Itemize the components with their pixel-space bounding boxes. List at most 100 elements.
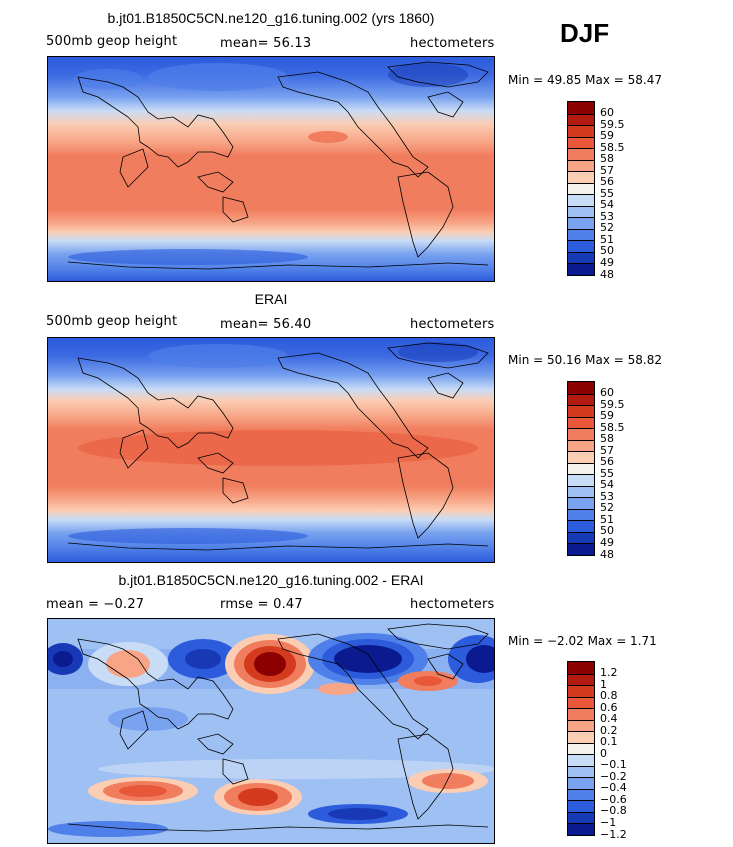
colorbar-label: −0.2 bbox=[600, 769, 627, 783]
colorbar-label: 58 bbox=[600, 432, 614, 446]
colorbar-label: −1.2 bbox=[600, 827, 627, 841]
panel-1-minmax: Min = 49.85 Max = 58.47 bbox=[508, 73, 662, 87]
colorbar-label: −0.6 bbox=[600, 792, 627, 806]
colorbar-label: 1 bbox=[600, 677, 607, 691]
colorbar-swatch bbox=[568, 451, 594, 463]
panel-1-mean-label: mean= 56.13 bbox=[220, 36, 312, 51]
colorbar-swatch bbox=[568, 823, 594, 835]
colorbar-label: 53 bbox=[600, 209, 614, 223]
colorbar-swatch bbox=[568, 788, 594, 801]
panel-2-mean-label: mean= 56.40 bbox=[220, 317, 312, 332]
colorbar-swatch bbox=[568, 462, 594, 475]
colorbar-swatch bbox=[568, 520, 594, 532]
colorbar-swatch bbox=[568, 673, 594, 686]
colorbar-swatch bbox=[568, 393, 594, 406]
panel-1-contour-field bbox=[48, 57, 494, 281]
colorbar-label: 58.5 bbox=[600, 420, 625, 434]
colorbar-swatch bbox=[568, 696, 594, 709]
colorbar-swatch bbox=[568, 194, 594, 206]
colorbar-label: 55 bbox=[600, 466, 614, 480]
colorbar-label: 49 bbox=[600, 535, 614, 549]
colorbar-label: 51 bbox=[600, 512, 614, 526]
colorbar-label: 57 bbox=[600, 443, 614, 457]
colorbar-label: 50 bbox=[600, 524, 614, 538]
colorbar-swatch bbox=[568, 228, 594, 241]
colorbar-label: 51 bbox=[600, 232, 614, 246]
colorbar-label: 54 bbox=[600, 478, 614, 492]
panel-3-title: b.jt01.B1850C5CN.ne120_g16.tuning.002 - … bbox=[118, 572, 424, 588]
colorbar-swatch bbox=[568, 136, 594, 149]
colorbar-swatch bbox=[568, 754, 594, 766]
colorbar-label: −0.8 bbox=[600, 804, 627, 818]
panel-3-minmax: Min = −2.02 Max = 1.71 bbox=[508, 634, 657, 648]
panel-3-units-label: hectometers bbox=[410, 597, 495, 612]
panel-3-colorbar bbox=[567, 661, 595, 836]
panel-2-units-label: hectometers bbox=[410, 317, 495, 332]
panel-1-colorbar bbox=[567, 101, 595, 276]
colorbar-label: −0.4 bbox=[600, 781, 627, 795]
colorbar-swatch bbox=[568, 543, 594, 555]
colorbar-label: 52 bbox=[600, 221, 614, 235]
colorbar-swatch bbox=[568, 708, 594, 720]
colorbar-label: 0.8 bbox=[600, 689, 618, 703]
colorbar-label: 48 bbox=[600, 267, 614, 281]
colorbar-swatch bbox=[568, 405, 594, 417]
colorbar-swatch bbox=[568, 508, 594, 521]
colorbar-swatch bbox=[568, 102, 594, 114]
colorbar-swatch bbox=[568, 719, 594, 732]
colorbar-label: 57 bbox=[600, 163, 614, 177]
colorbar-swatch bbox=[568, 474, 594, 486]
panel-1-units-label: hectometers bbox=[410, 36, 495, 51]
colorbar-swatch bbox=[568, 742, 594, 755]
colorbar-label: 0.6 bbox=[600, 700, 618, 714]
colorbar-swatch bbox=[568, 205, 594, 218]
colorbar-label: 0.1 bbox=[600, 735, 618, 749]
colorbar-label: 60 bbox=[600, 386, 614, 400]
colorbar-label: 50 bbox=[600, 244, 614, 258]
panel-2-variable-label: 500mb geop height bbox=[46, 314, 178, 329]
colorbar-label: 48 bbox=[600, 547, 614, 561]
colorbar-swatch bbox=[568, 159, 594, 172]
colorbar-label: 56 bbox=[600, 455, 614, 469]
colorbar-label: 1.2 bbox=[600, 666, 618, 680]
colorbar-label: 49 bbox=[600, 255, 614, 269]
panel-2-title: ERAI bbox=[254, 291, 288, 307]
colorbar-swatch bbox=[568, 416, 594, 429]
colorbar-swatch bbox=[568, 182, 594, 195]
colorbar-swatch bbox=[568, 765, 594, 778]
season-label: DJF bbox=[560, 18, 610, 48]
colorbar-swatch bbox=[568, 240, 594, 252]
colorbar-label: 55 bbox=[600, 186, 614, 200]
colorbar-swatch bbox=[568, 497, 594, 509]
colorbar-label: 59.5 bbox=[600, 117, 625, 131]
panel-2-contour-field bbox=[48, 338, 494, 562]
colorbar-swatch bbox=[568, 485, 594, 498]
panel-3-coastlines bbox=[67, 623, 489, 832]
colorbar-swatch bbox=[568, 171, 594, 183]
colorbar-label: 0 bbox=[600, 746, 607, 760]
colorbar-label: 60 bbox=[600, 106, 614, 120]
colorbar-swatch bbox=[568, 113, 594, 126]
colorbar-label: 54 bbox=[600, 198, 614, 212]
colorbar-swatch bbox=[568, 263, 594, 275]
colorbar-label: 58 bbox=[600, 152, 614, 166]
colorbar-label: 59.5 bbox=[600, 397, 625, 411]
colorbar-label: 53 bbox=[600, 489, 614, 503]
panel-1-coastlines bbox=[67, 61, 489, 270]
panel-3-map bbox=[47, 618, 495, 844]
colorbar-label: 52 bbox=[600, 501, 614, 515]
colorbar-swatch bbox=[568, 777, 594, 789]
colorbar-swatch bbox=[568, 731, 594, 743]
colorbar-label: 58.5 bbox=[600, 140, 625, 154]
colorbar-swatch bbox=[568, 685, 594, 697]
colorbar-swatch bbox=[568, 251, 594, 264]
panel-2-coastlines bbox=[67, 342, 489, 551]
panel-3-contour-field bbox=[48, 619, 494, 843]
colorbar-swatch bbox=[568, 382, 594, 394]
colorbar-label: 56 bbox=[600, 175, 614, 189]
panel-2-colorbar bbox=[567, 381, 595, 556]
colorbar-swatch bbox=[568, 811, 594, 824]
colorbar-swatch bbox=[568, 217, 594, 229]
colorbar-swatch bbox=[568, 800, 594, 812]
colorbar-swatch bbox=[568, 428, 594, 440]
